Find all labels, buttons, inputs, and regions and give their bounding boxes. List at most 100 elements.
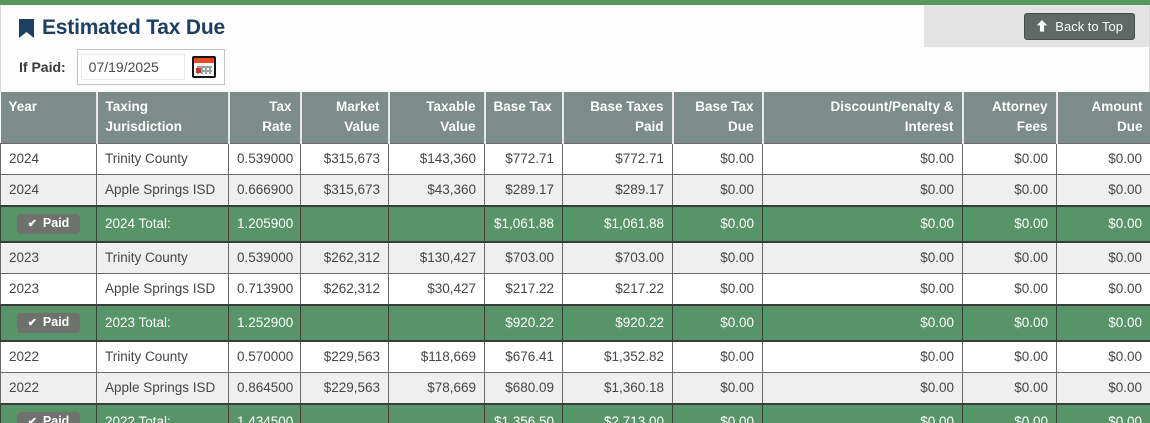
back-to-top-label: Back to Top bbox=[1055, 18, 1123, 34]
date-picker-group bbox=[76, 49, 225, 85]
cell-market_value: $315,673 bbox=[300, 173, 389, 207]
cell-base_tax: $920.22 bbox=[484, 304, 563, 342]
cell-amount_due: $0.00 bbox=[1056, 304, 1150, 342]
table-row: 2024 Apple Springs ISD 0.666900 $315,673 $43… bbox=[0, 173, 1150, 207]
cell-market_value: $262,312 bbox=[300, 272, 389, 306]
cell-base_taxes_paid: $217.22 bbox=[562, 272, 673, 306]
cell-base_tax: $772.71 bbox=[484, 142, 563, 175]
cell-year: 2022 bbox=[0, 340, 97, 373]
cell-attorney_fees: $0.00 bbox=[962, 403, 1057, 423]
cell-discount_penalty_interest: $0.00 bbox=[762, 340, 963, 373]
check-icon: ✔ bbox=[27, 316, 37, 329]
column-header-tax_rate: Tax Rate bbox=[228, 92, 302, 143]
cell-discount_penalty_interest: $0.00 bbox=[762, 142, 963, 175]
column-header-attorney_fees: Attorney Fees bbox=[962, 92, 1058, 143]
cell-base_taxes_paid: $289.17 bbox=[562, 173, 673, 207]
cell-market_value: $229,563 bbox=[300, 340, 389, 373]
cell-discount_penalty_interest: $0.00 bbox=[762, 272, 963, 306]
cell-base_tax_due: $0.00 bbox=[672, 272, 763, 306]
cell-taxable_value: $43,360 bbox=[388, 173, 485, 207]
cell-base_taxes_paid: $1,061.88 bbox=[562, 204, 673, 243]
cell-market_value: $262,312 bbox=[300, 241, 389, 274]
cell-taxing_jurisdiction: 2024 Total: bbox=[96, 204, 229, 243]
cell-base_tax_due: $0.00 bbox=[672, 403, 763, 423]
cell-attorney_fees: $0.00 bbox=[962, 304, 1057, 342]
cell-base_taxes_paid: $1,352.82 bbox=[562, 340, 673, 373]
cell-base_taxes_paid: $772.71 bbox=[562, 142, 673, 175]
table-row: 2024 Trinity County 0.539000 $315,673 $143,3… bbox=[0, 142, 1150, 175]
cell-base_taxes_paid: $2,713.00 bbox=[562, 403, 673, 423]
table-row: 2023 Trinity County 0.539000 $262,312 $130,4… bbox=[0, 241, 1150, 274]
cell-amount_due: $0.00 bbox=[1056, 403, 1150, 423]
cell-discount_penalty_interest: $0.00 bbox=[762, 241, 963, 274]
cell-base_tax_due: $0.00 bbox=[672, 241, 763, 274]
total-row: ✔ Paid 2022 Total: 1.434500 $1,356.50 $2,713.… bbox=[0, 403, 1150, 423]
cell-taxable_value: $30,427 bbox=[388, 272, 485, 306]
cell-market_value: $229,563 bbox=[300, 371, 389, 405]
cell-amount_due: $0.00 bbox=[1056, 272, 1150, 306]
table-row: 2022 Trinity County 0.570000 $229,563 $118,6… bbox=[0, 340, 1150, 373]
column-header-base_tax: Base Tax bbox=[484, 92, 564, 143]
table-row: 2023 Apple Springs ISD 0.713900 $262,312 $30… bbox=[0, 272, 1150, 306]
cell-market_value: $315,673 bbox=[300, 142, 389, 175]
if-paid-controls: If Paid: bbox=[1, 40, 1149, 85]
cell-taxing_jurisdiction: Apple Springs ISD bbox=[96, 371, 229, 405]
cell-amount_due: $0.00 bbox=[1056, 204, 1150, 243]
cell-base_tax: $1,356.50 bbox=[484, 403, 563, 423]
cell-tax_rate: 1.434500 bbox=[228, 403, 301, 423]
cell-discount_penalty_interest: $0.00 bbox=[762, 403, 963, 423]
check-icon: ✔ bbox=[27, 415, 37, 423]
cell-base_tax: $680.09 bbox=[484, 371, 563, 405]
cell-attorney_fees: $0.00 bbox=[962, 204, 1057, 243]
paid-badge: ✔ Paid bbox=[16, 412, 81, 423]
cell-amount_due: $0.00 bbox=[1056, 173, 1150, 207]
cell-tax_rate: 0.864500 bbox=[228, 371, 301, 405]
cell-year: 2023 bbox=[0, 241, 97, 274]
column-header-taxable_value: Taxable Value bbox=[388, 92, 486, 143]
cell-tax_rate: 0.666900 bbox=[228, 173, 301, 207]
calendar-button[interactable] bbox=[186, 53, 221, 81]
cell-market_value bbox=[300, 403, 389, 423]
cell-taxable_value: $130,427 bbox=[388, 241, 485, 274]
back-to-top-button[interactable]: Back to Top bbox=[1024, 12, 1135, 40]
top-accent-bar bbox=[0, 0, 1150, 5]
cell-base_tax_due: $0.00 bbox=[672, 340, 763, 373]
table-row: 2022 Apple Springs ISD 0.864500 $229,563 $78… bbox=[0, 371, 1150, 405]
cell-base_tax_due: $0.00 bbox=[672, 173, 763, 207]
cell-taxing_jurisdiction: Trinity County bbox=[96, 142, 229, 175]
cell-taxable_value: $118,669 bbox=[388, 340, 485, 373]
cell-year: 2023 bbox=[0, 272, 97, 306]
cell-base_tax_due: $0.00 bbox=[672, 304, 763, 342]
cell-base_tax_due: $0.00 bbox=[672, 142, 763, 175]
column-header-taxing_jurisdiction: Taxing Jurisdiction bbox=[96, 92, 230, 143]
total-row: ✔ Paid 2023 Total: 1.252900 $920.22 $920.22 $0… bbox=[0, 304, 1150, 342]
paid-status-cell: ✔ Paid bbox=[0, 304, 97, 342]
cell-taxing_jurisdiction: Trinity County bbox=[96, 241, 229, 274]
cell-attorney_fees: $0.00 bbox=[962, 371, 1057, 405]
cell-base_tax: $1,061.88 bbox=[484, 204, 563, 243]
column-header-market_value: Market Value bbox=[300, 92, 390, 143]
cell-tax_rate: 0.539000 bbox=[228, 142, 301, 175]
column-header-base_taxes_paid: Base Taxes Paid bbox=[562, 92, 674, 143]
column-header-base_tax_due: Base Tax Due bbox=[672, 92, 764, 143]
cell-tax_rate: 1.252900 bbox=[228, 304, 301, 342]
cell-taxing_jurisdiction: 2022 Total: bbox=[96, 403, 229, 423]
column-header-amount_due: Amount Due bbox=[1056, 92, 1150, 143]
paid-badge: ✔ Paid bbox=[16, 213, 81, 234]
back-to-top-area: Back to Top bbox=[924, 5, 1149, 47]
cell-taxable_value bbox=[388, 403, 485, 423]
cell-year: 2024 bbox=[0, 173, 97, 207]
calendar-icon bbox=[191, 56, 216, 78]
cell-base_tax: $703.00 bbox=[484, 241, 563, 274]
column-header-discount_penalty_interest: Discount/Penalty & Interest bbox=[762, 92, 964, 143]
cell-base_taxes_paid: $1,360.18 bbox=[562, 371, 673, 405]
cell-base_tax: $676.41 bbox=[484, 340, 563, 373]
bookmark-icon bbox=[19, 18, 34, 38]
if-paid-date-input[interactable] bbox=[80, 54, 185, 80]
cell-taxable_value bbox=[388, 204, 485, 243]
cell-taxing_jurisdiction: Trinity County bbox=[96, 340, 229, 373]
section-header: Estimated Tax Due Back to Top If Paid: bbox=[0, 5, 1150, 92]
table-header-row: Year Taxing Jurisdiction Tax Rate Market Va… bbox=[0, 92, 1150, 143]
cell-year: 2024 bbox=[0, 142, 97, 175]
paid-badge-label: Paid bbox=[42, 414, 70, 423]
